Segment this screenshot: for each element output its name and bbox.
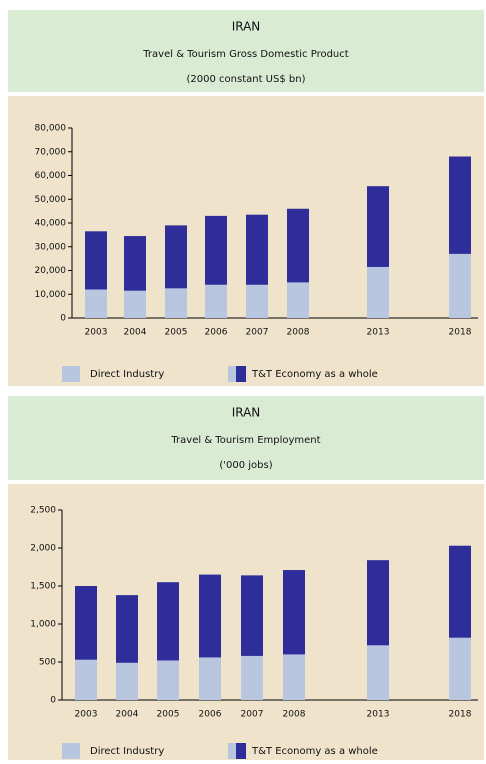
y-tick-label: 0 [50,696,56,706]
y-tick-label: 2,000 [30,544,56,554]
bar [199,657,221,700]
chart-subtitle: Travel & Tourism Gross Domestic Product [142,49,348,60]
legend-swatch [62,743,80,759]
bar [85,289,107,318]
chart-unit: ('000 jobs) [219,460,272,471]
x-tick-label: 2018 [449,328,472,338]
bar [449,637,471,700]
bar [367,266,389,318]
y-tick-label: 40,000 [35,219,67,229]
x-tick-label: 2004 [124,328,147,338]
chart-title: IRAN [232,406,261,420]
legend-swatch [62,366,80,382]
legend-label: T&T Economy as a whole [251,369,378,380]
legend-swatch [236,366,246,382]
bar [449,253,471,318]
x-tick-label: 2003 [85,328,108,338]
bar [287,282,309,318]
x-tick-label: 2004 [116,710,139,720]
legend-label: Direct Industry [90,746,164,757]
legend-swatch [228,743,236,759]
x-tick-label: 2013 [367,328,390,338]
y-tick-label: 80,000 [35,124,67,134]
bar [75,659,97,700]
bar [124,290,146,318]
y-tick-label: 20,000 [35,266,67,276]
legend-label: T&T Economy as a whole [251,746,378,757]
x-tick-label: 2006 [199,710,222,720]
y-tick-label: 70,000 [35,147,67,157]
x-tick-label: 2008 [287,328,310,338]
x-tick-label: 2005 [165,328,188,338]
legend-swatch [228,366,236,382]
y-tick-label: 60,000 [35,171,67,181]
x-tick-label: 2018 [449,710,472,720]
legend-label: Direct Industry [90,369,164,380]
bar [205,284,227,318]
x-tick-label: 2007 [246,328,269,338]
y-tick-label: 0 [60,314,66,324]
legend-swatch [236,743,246,759]
chart-unit: (2000 constant US$ bn) [187,74,306,85]
header-box [8,396,484,480]
x-tick-label: 2013 [367,710,390,720]
y-tick-label: 10,000 [35,290,67,300]
header-box [8,10,484,92]
y-tick-label: 2,500 [30,506,56,516]
bar [157,660,179,700]
x-tick-label: 2006 [205,328,228,338]
bar [283,654,305,700]
bar [116,662,138,700]
bar [246,284,268,318]
x-tick-label: 2007 [241,710,264,720]
bar [165,288,187,318]
y-tick-label: 500 [39,658,56,668]
x-tick-label: 2003 [75,710,98,720]
y-tick-label: 1,500 [30,582,56,592]
bar [241,655,263,700]
chart-title: IRAN [232,20,261,34]
y-tick-label: 1,000 [30,620,56,630]
chart-subtitle: Travel & Tourism Employment [170,435,320,446]
bar [367,645,389,700]
y-tick-label: 30,000 [35,242,67,252]
y-tick-label: 50,000 [35,195,67,205]
x-tick-label: 2005 [157,710,180,720]
x-tick-label: 2008 [283,710,306,720]
